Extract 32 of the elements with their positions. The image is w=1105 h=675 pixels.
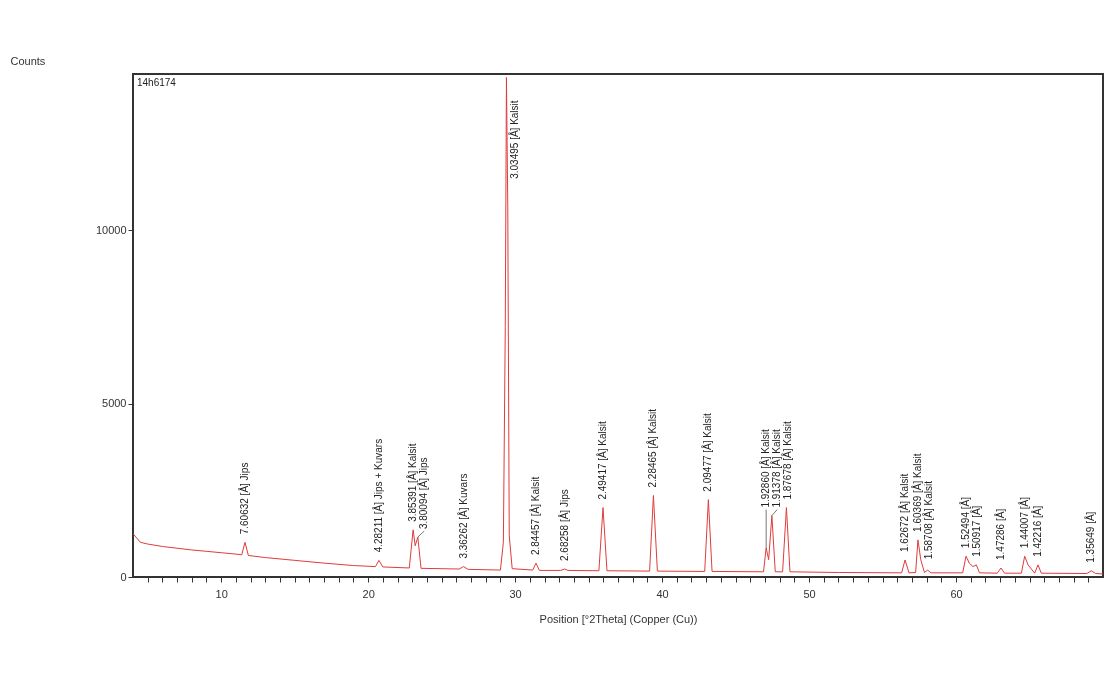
y-axis-title: Counts bbox=[10, 54, 46, 67]
annotation: 1.35649 [Å] bbox=[1084, 511, 1097, 563]
annotation: 2.28465 [Å] Kalsit bbox=[646, 408, 659, 488]
annotation: 1.50917 [Å] bbox=[970, 505, 983, 557]
annotation: 3.36262 [Å] Kuvars bbox=[456, 473, 469, 559]
annotation: 1.42216 [Å] bbox=[1031, 505, 1044, 557]
annotation: 3.80094 [Å] Jips bbox=[417, 457, 430, 530]
annotation: 2.09477 [Å] Kalsit bbox=[701, 413, 714, 492]
line-series bbox=[133, 76, 1103, 575]
y-tick-label: 5000 bbox=[102, 397, 127, 410]
annotation: 14h6174 bbox=[137, 77, 177, 88]
annotation: 2.49417 [Å] Kalsit bbox=[596, 421, 609, 500]
annotation: 1.87678 [Å] Kalsit bbox=[781, 421, 794, 500]
annotation: 1.60369 [Å] Kalsit bbox=[910, 453, 923, 532]
annotation: 2.84457 [Å] Kalsit bbox=[528, 476, 541, 556]
x-tick-label: 30 bbox=[509, 587, 522, 600]
x-tick-label: 20 bbox=[362, 587, 375, 600]
annotation: 1.47286 [Å] bbox=[994, 508, 1006, 560]
x-tick-label: 10 bbox=[215, 587, 228, 600]
y-tick-label: 10000 bbox=[95, 223, 127, 236]
x-tick-label: 50 bbox=[803, 587, 816, 600]
annotation: 4.28211 [Å] Jips + Kuvars bbox=[371, 438, 384, 553]
annotation: 3.03495 [Å] Kalsit bbox=[508, 100, 521, 179]
annotation: 1.62672 [Å] Kalsit bbox=[898, 473, 911, 552]
x-tick-label: 60 bbox=[950, 587, 963, 600]
annotation: 1.92860 [Å] Kalsit bbox=[759, 428, 772, 508]
annotation: 1.44007 [Å] bbox=[1017, 496, 1030, 549]
y-tick-label: 0 bbox=[120, 570, 127, 583]
annotation: 2.68258 [Å] Jips bbox=[557, 489, 570, 562]
x-tick-label: 40 bbox=[656, 587, 669, 600]
x-axis-title: Position [°2Theta] (Copper (Cu)) bbox=[539, 612, 698, 625]
annotation: 7.60632 [Å] Jips bbox=[237, 462, 250, 535]
